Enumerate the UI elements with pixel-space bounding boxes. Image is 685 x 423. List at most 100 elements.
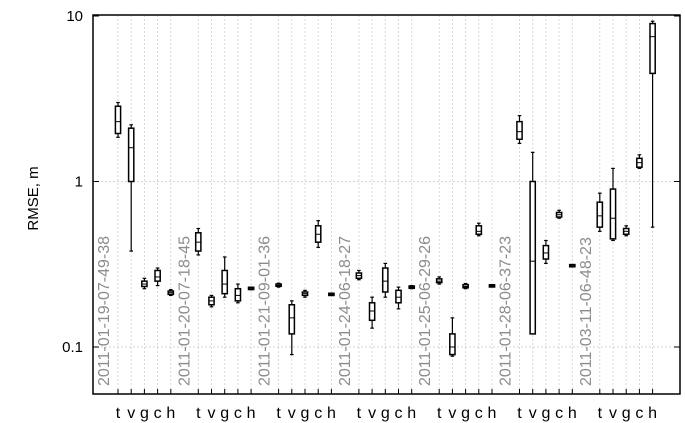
x-category-label: v <box>288 405 296 422</box>
box-plot-c <box>555 209 563 219</box>
y-tick-label: 0.1 <box>62 339 83 356</box>
x-category-label: g <box>541 405 550 422</box>
x-category-label: c <box>395 405 403 422</box>
box-plot-g <box>221 256 229 298</box>
x-category-label: h <box>407 405 416 422</box>
x-category-label: v <box>127 405 135 422</box>
group-label: 2011-01-28-06-37-23 <box>498 236 515 386</box>
box-plot-h <box>568 263 576 268</box>
box-iqr <box>395 289 402 304</box>
x-category-label: c <box>555 405 563 422</box>
box-iqr <box>288 304 296 335</box>
x-category-label: t <box>196 405 201 422</box>
box-iqr <box>649 22 656 75</box>
y-axis-title: RMSE, m <box>25 166 42 230</box>
box-plot-t <box>435 276 443 285</box>
x-category-label: c <box>154 405 162 422</box>
box-iqr <box>529 180 537 335</box>
box-plot-v <box>127 124 135 252</box>
box-plot-c <box>314 220 322 248</box>
box-plot-c <box>154 267 161 287</box>
box-plots <box>114 20 656 357</box>
box-plot-v <box>609 167 617 242</box>
box-iqr <box>516 120 523 141</box>
x-category-label: c <box>314 405 322 422</box>
group-label: 2011-01-21-09-01-36 <box>257 236 274 386</box>
x-category-label: h <box>247 405 256 422</box>
x-category-label: t <box>357 405 362 422</box>
box-plot-v <box>529 151 537 335</box>
group-labels: 2011-01-19-07-49-38 2011-01-20-07-18-45 20… <box>96 236 595 386</box>
box-iqr <box>234 287 242 302</box>
box-iqr <box>475 225 483 236</box>
box-plot-t <box>114 101 122 138</box>
x-category-label: c <box>635 405 643 422</box>
y-axis-ticks: 0.1 1 10 <box>62 8 680 356</box>
x-category-label: c <box>475 405 483 422</box>
x-category-label: v <box>448 405 456 422</box>
box-plot-c <box>636 154 643 169</box>
plot-frame <box>92 14 681 395</box>
x-category-label: g <box>461 405 470 422</box>
box-plot-h <box>247 286 255 291</box>
box-plot-h <box>167 289 175 297</box>
box-iqr <box>596 201 604 228</box>
box-plot-g <box>462 282 469 290</box>
x-category-label: h <box>568 405 577 422</box>
x-category-label: g <box>220 405 229 422</box>
box-plot-g <box>542 239 550 264</box>
box-iqr <box>154 269 161 282</box>
box-iqr <box>381 267 389 293</box>
box-iqr <box>114 105 122 135</box>
box-plot-v <box>288 300 296 356</box>
x-category-label: v <box>208 405 216 422</box>
box-plot-v <box>368 296 376 329</box>
box-plot-h <box>649 20 656 228</box>
box-iqr <box>221 269 229 295</box>
box-plot-v <box>208 294 215 308</box>
x-category-label: g <box>622 405 631 422</box>
x-category-label: g <box>381 405 390 422</box>
box-plot-c <box>475 222 483 237</box>
box-iqr <box>127 127 135 183</box>
box-iqr <box>542 244 550 260</box>
group-label: 2011-01-25-06-29-26 <box>417 236 434 386</box>
box-plot-t <box>194 227 202 256</box>
y-tick-label: 1 <box>75 174 83 191</box>
box-plot-t <box>596 192 604 232</box>
box-plot-g <box>381 262 389 298</box>
box-plot-t <box>355 269 363 281</box>
x-category-label: v <box>609 405 617 422</box>
box-plot-t <box>275 282 282 288</box>
x-category-label: t <box>116 405 121 422</box>
box-plot-g <box>301 289 309 298</box>
x-category-label: v <box>368 405 376 422</box>
x-category-label: v <box>529 405 537 422</box>
group-label: 2011-03-11-06-48-23 <box>578 237 595 386</box>
box-plot-g <box>622 225 630 237</box>
box-plot-g <box>141 277 148 290</box>
box-plot-t <box>516 115 523 144</box>
x-category-label: t <box>598 405 603 422</box>
box-plot-c <box>234 283 242 304</box>
box-plot-v <box>449 317 456 357</box>
box-plot-h <box>488 284 496 288</box>
x-category-label: h <box>488 405 497 422</box>
y-tick-label: 10 <box>66 8 83 25</box>
x-category-label: g <box>140 405 149 422</box>
group-label: 2011-01-24-06-18-27 <box>337 236 354 386</box>
x-category-label: t <box>276 405 281 422</box>
x-category-label: h <box>327 405 336 422</box>
x-category-label: h <box>648 405 657 422</box>
box-iqr <box>368 302 376 322</box>
group-label: 2011-01-19-07-49-38 <box>96 236 113 386</box>
box-iqr <box>449 333 456 356</box>
box-plot-h <box>328 292 335 297</box>
group-label: 2011-01-20-07-18-45 <box>176 236 193 386</box>
x-category-label: t <box>437 405 442 422</box>
box-plot-h <box>408 284 416 290</box>
box-plot-c <box>395 286 402 310</box>
x-category-label: g <box>301 405 310 422</box>
